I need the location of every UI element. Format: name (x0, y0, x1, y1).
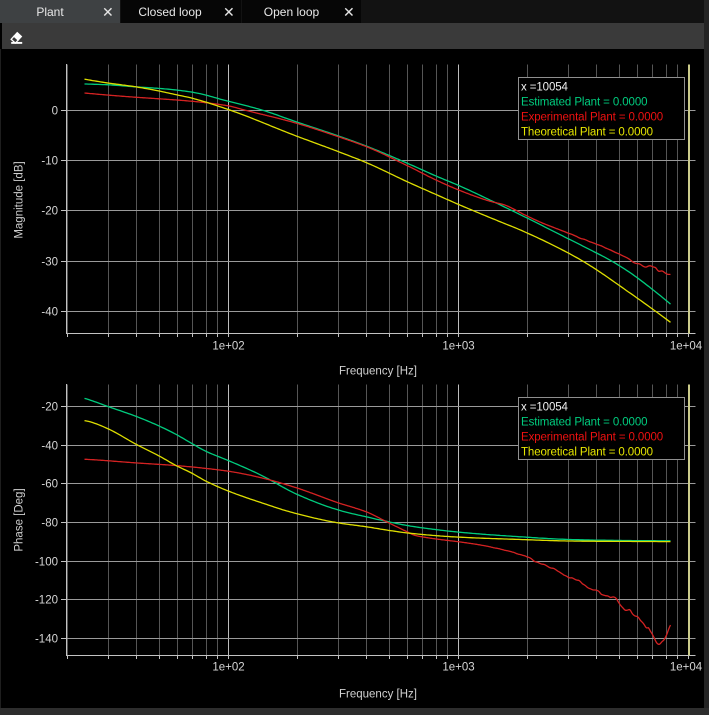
svg-text:1e+02: 1e+02 (212, 341, 244, 353)
svg-text:-100: -100 (35, 557, 58, 569)
svg-text:Frequency [Hz]: Frequency [Hz] (339, 689, 417, 701)
svg-text:x =10054: x =10054 (521, 401, 569, 413)
svg-text:-140: -140 (35, 634, 58, 646)
svg-text:Theoretical Plant = 0.0000: Theoretical Plant = 0.0000 (521, 126, 653, 138)
svg-text:-60: -60 (41, 479, 58, 491)
svg-text:Theoretical Plant = 0.0000: Theoretical Plant = 0.0000 (521, 446, 653, 458)
svg-text:1e+03: 1e+03 (442, 341, 474, 353)
svg-text:1e+04: 1e+04 (670, 341, 703, 353)
svg-text:0: 0 (52, 106, 58, 118)
svg-text:Estimated Plant = 0.0000: Estimated Plant = 0.0000 (521, 416, 647, 428)
svg-text:1e+04: 1e+04 (670, 662, 703, 674)
svg-text:Frequency [Hz]: Frequency [Hz] (339, 366, 417, 378)
svg-text:-20: -20 (41, 402, 58, 414)
svg-text:Experimental Plant = 0.0000: Experimental Plant = 0.0000 (521, 111, 663, 123)
svg-text:-40: -40 (41, 441, 58, 453)
svg-text:-120: -120 (35, 595, 58, 607)
svg-text:-30: -30 (41, 257, 58, 269)
svg-text:1e+02: 1e+02 (212, 662, 244, 674)
svg-text:Phase [Deg]: Phase [Deg] (14, 488, 26, 551)
svg-text:1e+03: 1e+03 (442, 662, 474, 674)
svg-text:Experimental Plant = 0.0000: Experimental Plant = 0.0000 (521, 431, 663, 443)
svg-text:-10: -10 (41, 156, 58, 168)
svg-text:-80: -80 (41, 518, 58, 530)
svg-text:x =10054: x =10054 (521, 81, 569, 93)
svg-text:Magnitude [dB]: Magnitude [dB] (14, 161, 26, 238)
svg-text:-20: -20 (41, 206, 58, 218)
svg-text:Estimated Plant = 0.0000: Estimated Plant = 0.0000 (521, 96, 647, 108)
svg-text:-40: -40 (41, 307, 58, 319)
